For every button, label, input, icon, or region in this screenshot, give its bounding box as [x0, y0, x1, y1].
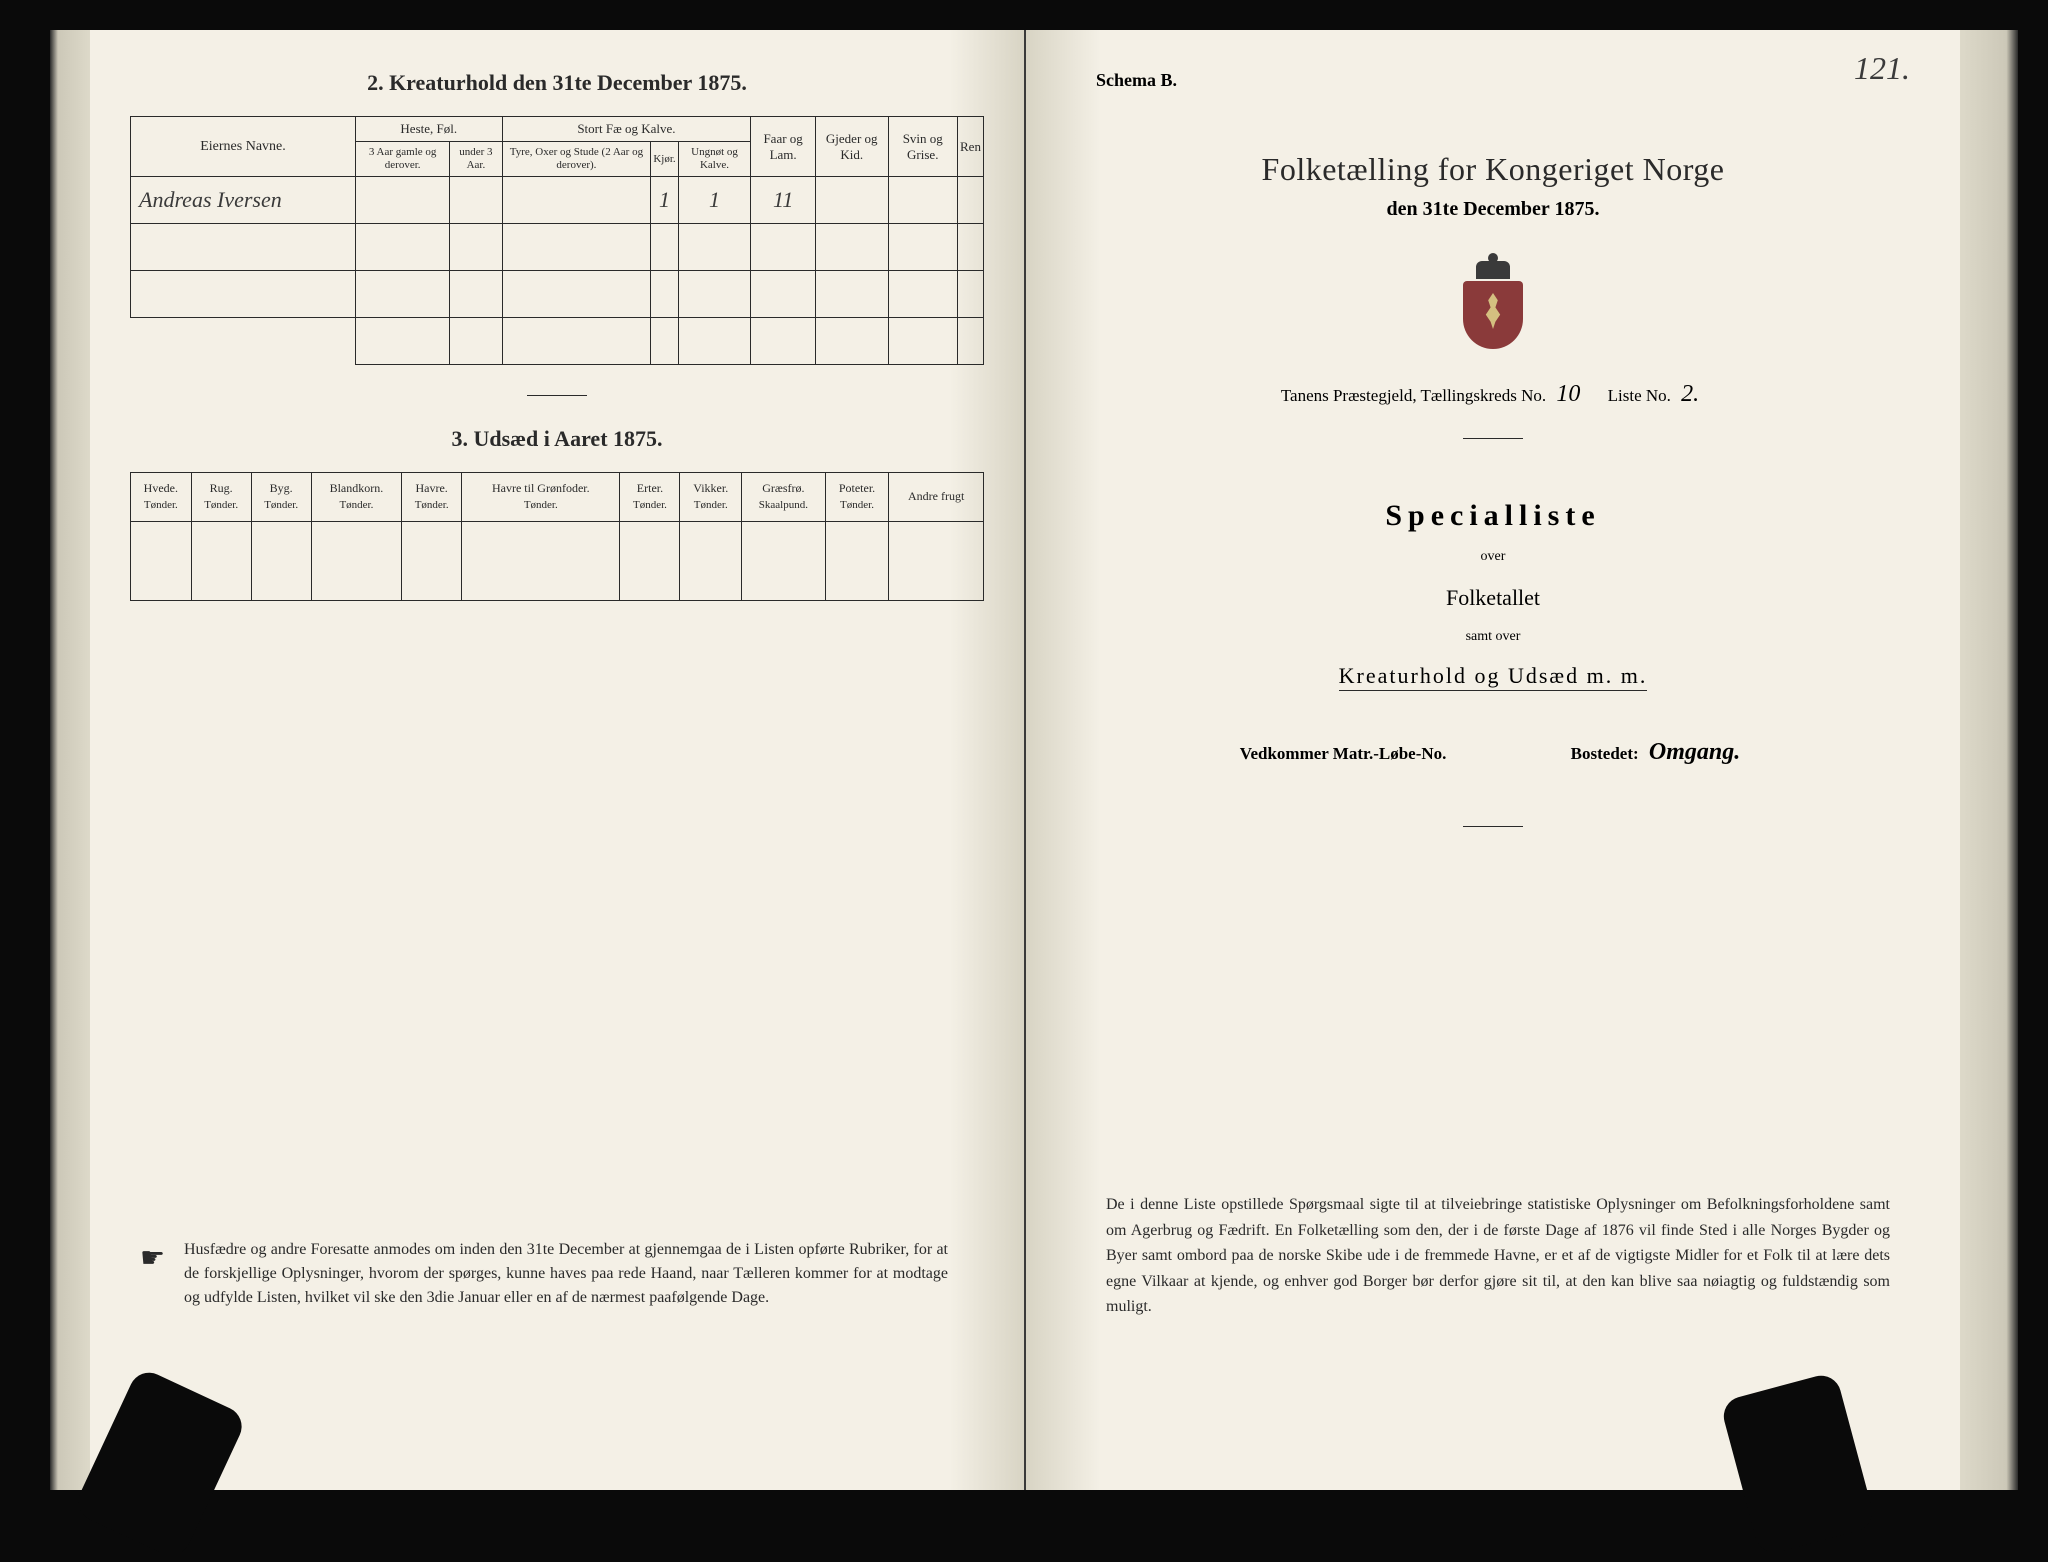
folketallet-label: Folketallet	[1066, 585, 1920, 611]
pointing-hand-icon: ☛	[140, 1238, 180, 1280]
bostedet-value: Omgang.	[1643, 739, 1746, 765]
table-row	[131, 521, 984, 600]
divider	[1463, 438, 1523, 439]
col-group-horses: Heste, Føl.	[356, 117, 503, 142]
specialliste-heading: Specialliste	[1066, 499, 1920, 533]
cell	[356, 177, 450, 224]
kreds-number: 10	[1550, 381, 1586, 407]
bostedet-label: Bostedet:	[1571, 744, 1639, 763]
col-grass: Græsfrø.Skaalpund.	[742, 473, 826, 521]
col-pigs: Svin og Grise.	[888, 117, 957, 177]
col-vetch: Vikker.Tønder.	[680, 473, 742, 521]
cell	[131, 271, 356, 318]
divider	[1463, 826, 1523, 827]
section2-title: 2. Kreaturhold den 31te December 1875.	[130, 70, 984, 96]
parish-line: Tanens Præstegjeld, Tællingskreds No. 10…	[1066, 381, 1920, 408]
cell	[450, 177, 502, 224]
cell-faar: 11	[751, 177, 816, 224]
book-edge-right	[1960, 30, 2018, 1490]
schema-label: Schema B.	[1096, 70, 1920, 91]
liste-number: 2.	[1675, 381, 1705, 407]
col-other: Andre frugt	[889, 473, 984, 521]
sub-3yr: 3 Aar gamle og derover.	[356, 142, 450, 177]
left-page: 2. Kreaturhold den 31te December 1875. E…	[90, 30, 1026, 1490]
sub-under3: under 3 Aar.	[450, 142, 502, 177]
cell-ungnot: 1	[678, 177, 751, 224]
vedkommer-label: Vedkommer Matr.-Løbe-No.	[1240, 744, 1447, 763]
samt-over-label: samt over	[1066, 629, 1920, 645]
sub-bulls: Tyre, Oxer og Stude (2 Aar og derover).	[502, 142, 651, 177]
col-rye: Rug.Tønder.	[191, 473, 251, 521]
col-sheep: Faar og Lam.	[751, 117, 816, 177]
page-number: 121.	[1854, 50, 1910, 87]
cell	[502, 177, 651, 224]
right-page: Schema B. 121. Folketælling for Kongerig…	[1026, 30, 1960, 1490]
table-row	[131, 318, 984, 365]
col-wheat: Hvede.Tønder.	[131, 473, 192, 521]
col-greenoats: Havre til Grønfoder.Tønder.	[462, 473, 620, 521]
book-spread: 2. Kreaturhold den 31te December 1875. E…	[90, 30, 1960, 1490]
kreaturhold-line: Kreaturhold og Udsæd m. m.	[1066, 663, 1920, 689]
col-reindeer: Ren	[957, 117, 983, 177]
coat-of-arms-icon	[1458, 261, 1528, 351]
over-label: over	[1066, 549, 1920, 565]
sub-cows: Kjør.	[651, 142, 678, 177]
right-footnote: De i denne Liste opstillede Spørgsmaal s…	[1106, 1192, 1890, 1320]
liste-label: Liste No.	[1608, 386, 1671, 405]
cell-kjor: 1	[651, 177, 678, 224]
cell	[957, 177, 983, 224]
cell	[131, 318, 356, 365]
cell	[888, 177, 957, 224]
col-barley: Byg.Tønder.	[251, 473, 311, 521]
vedkommer-line: Vedkommer Matr.-Løbe-No. Bostedet: Omgan…	[1066, 739, 1920, 766]
section3-title: 3. Udsæd i Aaret 1875.	[130, 426, 984, 452]
livestock-table: Eiernes Navne. Heste, Føl. Stort Fæ og K…	[130, 116, 984, 365]
col-potatoes: Poteter.Tønder.	[825, 473, 889, 521]
book-edge-left	[50, 30, 90, 1490]
col-goats: Gjeder og Kid.	[815, 117, 888, 177]
table-row	[131, 224, 984, 271]
col-mixed: Blandkorn.Tønder.	[311, 473, 401, 521]
col-group-cattle: Stort Fæ og Kalve.	[502, 117, 751, 142]
sub-calves: Ungnøt og Kalve.	[678, 142, 751, 177]
col-oats: Havre.Tønder.	[402, 473, 462, 521]
census-title: Folketælling for Kongeriget Norge	[1066, 151, 1920, 188]
owner-name-cell: Andreas Iversen	[131, 177, 356, 224]
census-subtitle: den 31te December 1875.	[1066, 198, 1920, 221]
table-row: Andreas Iversen 1 1 11	[131, 177, 984, 224]
parish-prefix: Tanens Præstegjeld, Tællingskreds No.	[1281, 386, 1546, 405]
col-peas: Erter.Tønder.	[620, 473, 680, 521]
table-row	[131, 271, 984, 318]
col-owner-name: Eiernes Navne.	[131, 117, 356, 177]
sowing-table: Hvede.Tønder. Rug.Tønder. Byg.Tønder. Bl…	[130, 472, 984, 600]
cell	[131, 224, 356, 271]
footnote-text: Husfædre og andre Foresatte anmodes om i…	[184, 1238, 948, 1310]
cell	[815, 177, 888, 224]
left-footnote: ☛ Husfædre og andre Foresatte anmodes om…	[140, 1238, 964, 1310]
divider	[527, 395, 587, 396]
